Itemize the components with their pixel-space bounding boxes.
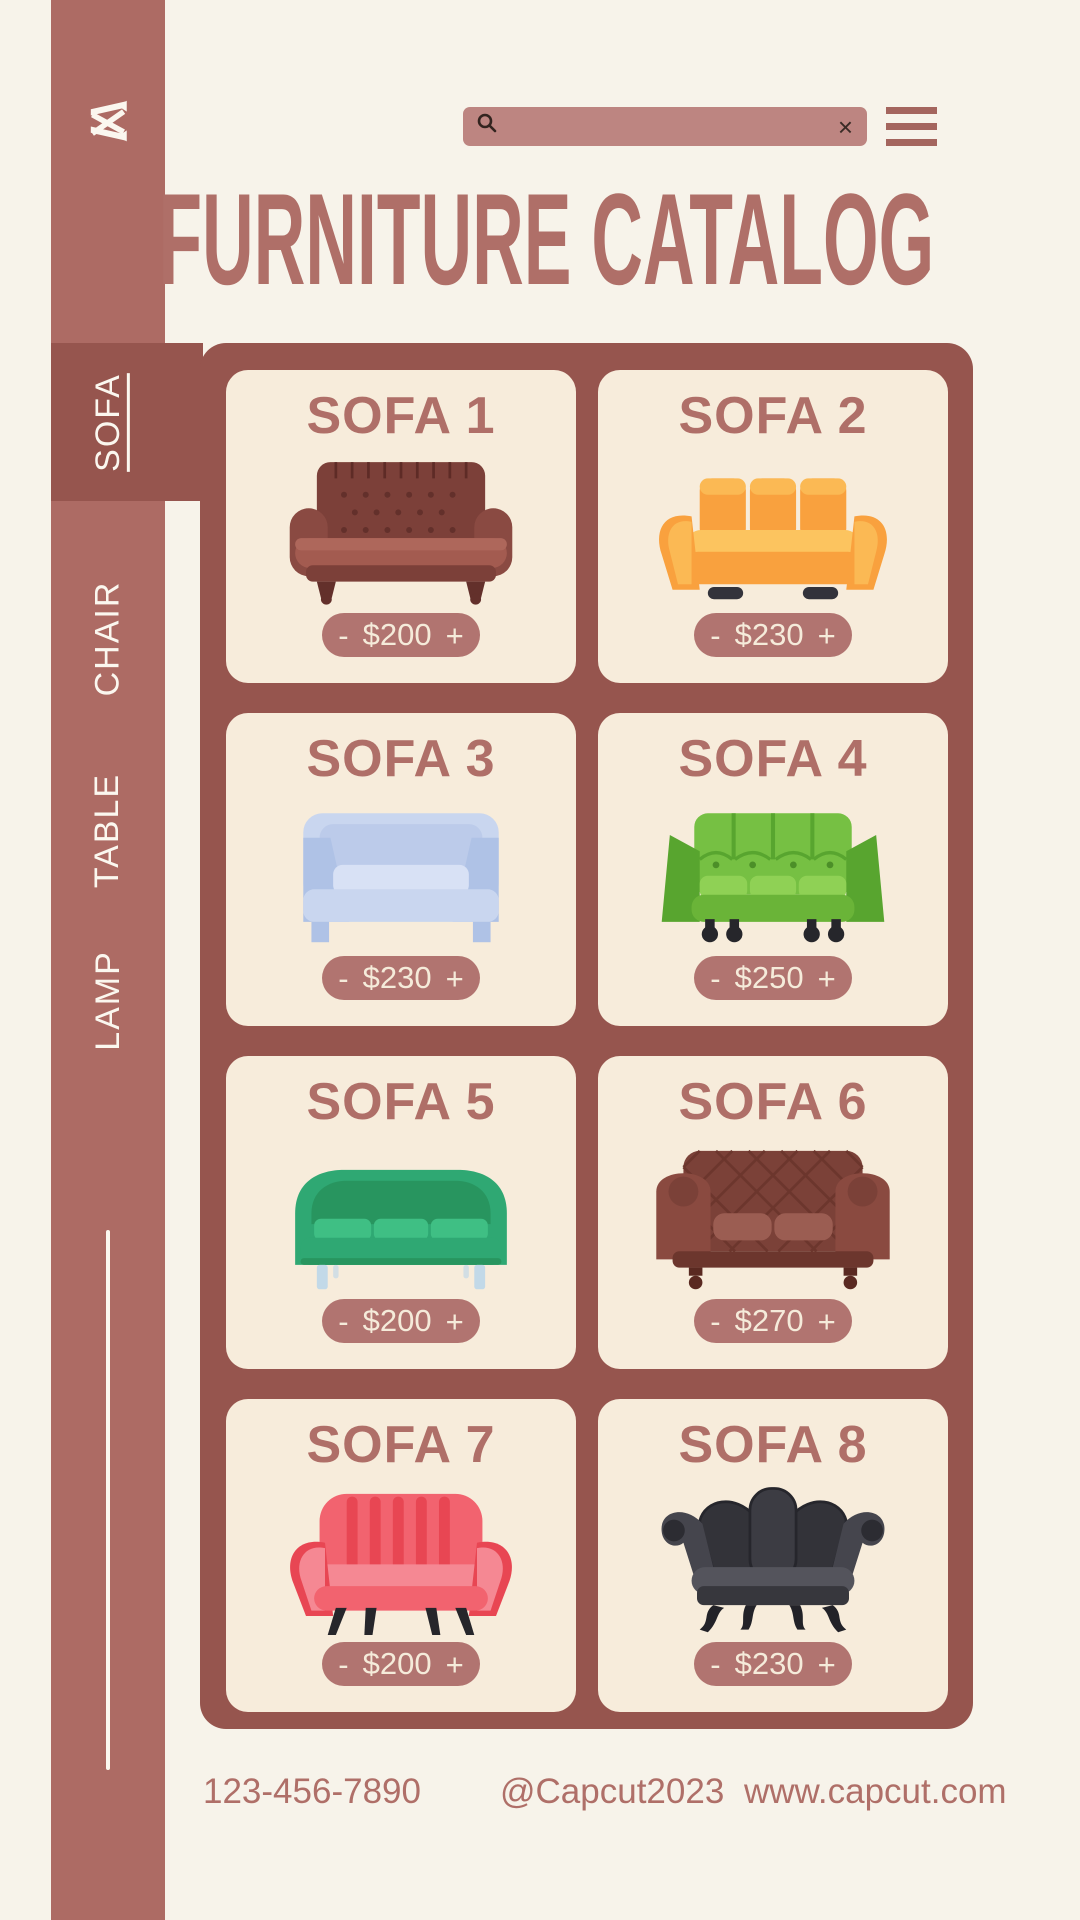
catalog-grid: SOFA 1 [226,370,948,1712]
price-stepper: - $230 + [322,956,480,1000]
product-card-sofa-1[interactable]: SOFA 1 [226,370,576,683]
sofa-7-illustration [265,1483,537,1635]
sidebar-tab-chair-label: CHAIR [88,580,127,696]
price-value: $230 [362,960,432,995]
price-stepper: - $200 + [322,1642,480,1686]
price-minus-button[interactable]: - [710,960,721,996]
price-minus-button[interactable]: - [710,1646,721,1682]
price-minus-button[interactable]: - [338,1646,349,1682]
card-title: SOFA 3 [306,730,496,788]
menu-bar [886,139,937,146]
price-plus-button[interactable]: + [817,960,836,996]
price-stepper: - $200 + [322,613,480,657]
product-card-sofa-4[interactable]: SOFA 4 [598,713,948,1026]
sidebar-tab-table[interactable]: TABLE [51,750,165,910]
sidebar-tab-lamp[interactable]: LAMP [51,920,165,1080]
sofa-8-illustration [637,1483,909,1635]
catalog-panel: SOFA 1 [200,343,973,1729]
product-card-sofa-8[interactable]: SOFA 8 [598,1399,948,1712]
price-minus-button[interactable]: - [338,1303,349,1339]
brand-logo [51,94,165,152]
magnifier-icon [475,112,499,141]
sidebar-tab-sofa[interactable]: SOFA [51,342,165,502]
price-value: $200 [362,617,432,652]
price-plus-button[interactable]: + [445,1303,464,1339]
price-minus-button[interactable]: - [338,617,349,653]
card-title: SOFA 4 [678,730,868,788]
sidebar-tab-sofa-label: SOFA [88,372,127,472]
page-title: FURNITURE CATALOG [158,166,934,312]
card-title: SOFA 1 [306,387,496,445]
sofa-4-illustration [637,797,909,949]
price-plus-button[interactable]: + [817,1303,836,1339]
footer-social-handle: @Capcut2023 [500,1772,725,1811]
sidebar-tab-chair[interactable]: CHAIR [51,558,165,718]
price-plus-button[interactable]: + [445,617,464,653]
price-stepper: - $250 + [694,956,852,1000]
price-value: $250 [734,960,804,995]
capcut-logo-icon [83,96,133,151]
card-title: SOFA 5 [306,1073,496,1131]
price-value: $200 [362,1646,432,1681]
price-value: $230 [734,1646,804,1681]
card-title: SOFA 2 [678,387,868,445]
price-minus-button[interactable]: - [338,960,349,996]
price-plus-button[interactable]: + [445,960,464,996]
price-plus-button[interactable]: + [445,1646,464,1682]
card-title: SOFA 7 [306,1416,496,1474]
sofa-5-illustration [265,1140,537,1292]
footer-website: www.capcut.com [744,1772,1007,1811]
product-card-sofa-5[interactable]: SOFA 5 [226,1056,576,1369]
sofa-3-illustration [265,797,537,949]
x-clear-icon[interactable]: × [837,111,853,142]
price-plus-button[interactable]: + [817,1646,836,1682]
price-minus-button[interactable]: - [710,1303,721,1339]
search-bar: × [463,107,867,146]
sidebar-tab-table-label: TABLE [88,772,127,888]
price-stepper: - $230 + [694,613,852,657]
sidebar-tab-lamp-label: LAMP [88,949,127,1051]
sofa-2-illustration [637,454,909,606]
hamburger-menu-icon[interactable] [886,107,937,146]
menu-bar [886,107,937,114]
search-input[interactable] [507,107,828,146]
sofa-6-illustration [637,1140,909,1292]
product-card-sofa-2[interactable]: SOFA 2 [598,370,948,683]
price-stepper: - $270 + [694,1299,852,1343]
price-value: $200 [362,1303,432,1338]
card-title: SOFA 6 [678,1073,868,1131]
menu-bar [886,123,937,130]
price-stepper: - $200 + [322,1299,480,1343]
footer: 123-456-7890 @Capcut2023 www.capcut.com [0,1772,1080,1818]
product-card-sofa-7[interactable]: SOFA 7 [226,1399,576,1712]
sidebar-divider-line [106,1230,110,1770]
card-title: SOFA 8 [678,1416,868,1474]
price-value: $270 [734,1303,804,1338]
price-value: $230 [734,617,804,652]
footer-phone: 123-456-7890 [203,1772,421,1811]
price-stepper: - $230 + [694,1642,852,1686]
sofa-1-illustration [265,454,537,606]
price-plus-button[interactable]: + [817,617,836,653]
page-title-wrap: FURNITURE CATALOG [102,174,990,304]
product-card-sofa-6[interactable]: SOFA 6 [598,1056,948,1369]
price-minus-button[interactable]: - [710,617,721,653]
product-card-sofa-3[interactable]: SOFA 3 - $230 + [226,713,576,1026]
active-tab-background [51,343,203,501]
